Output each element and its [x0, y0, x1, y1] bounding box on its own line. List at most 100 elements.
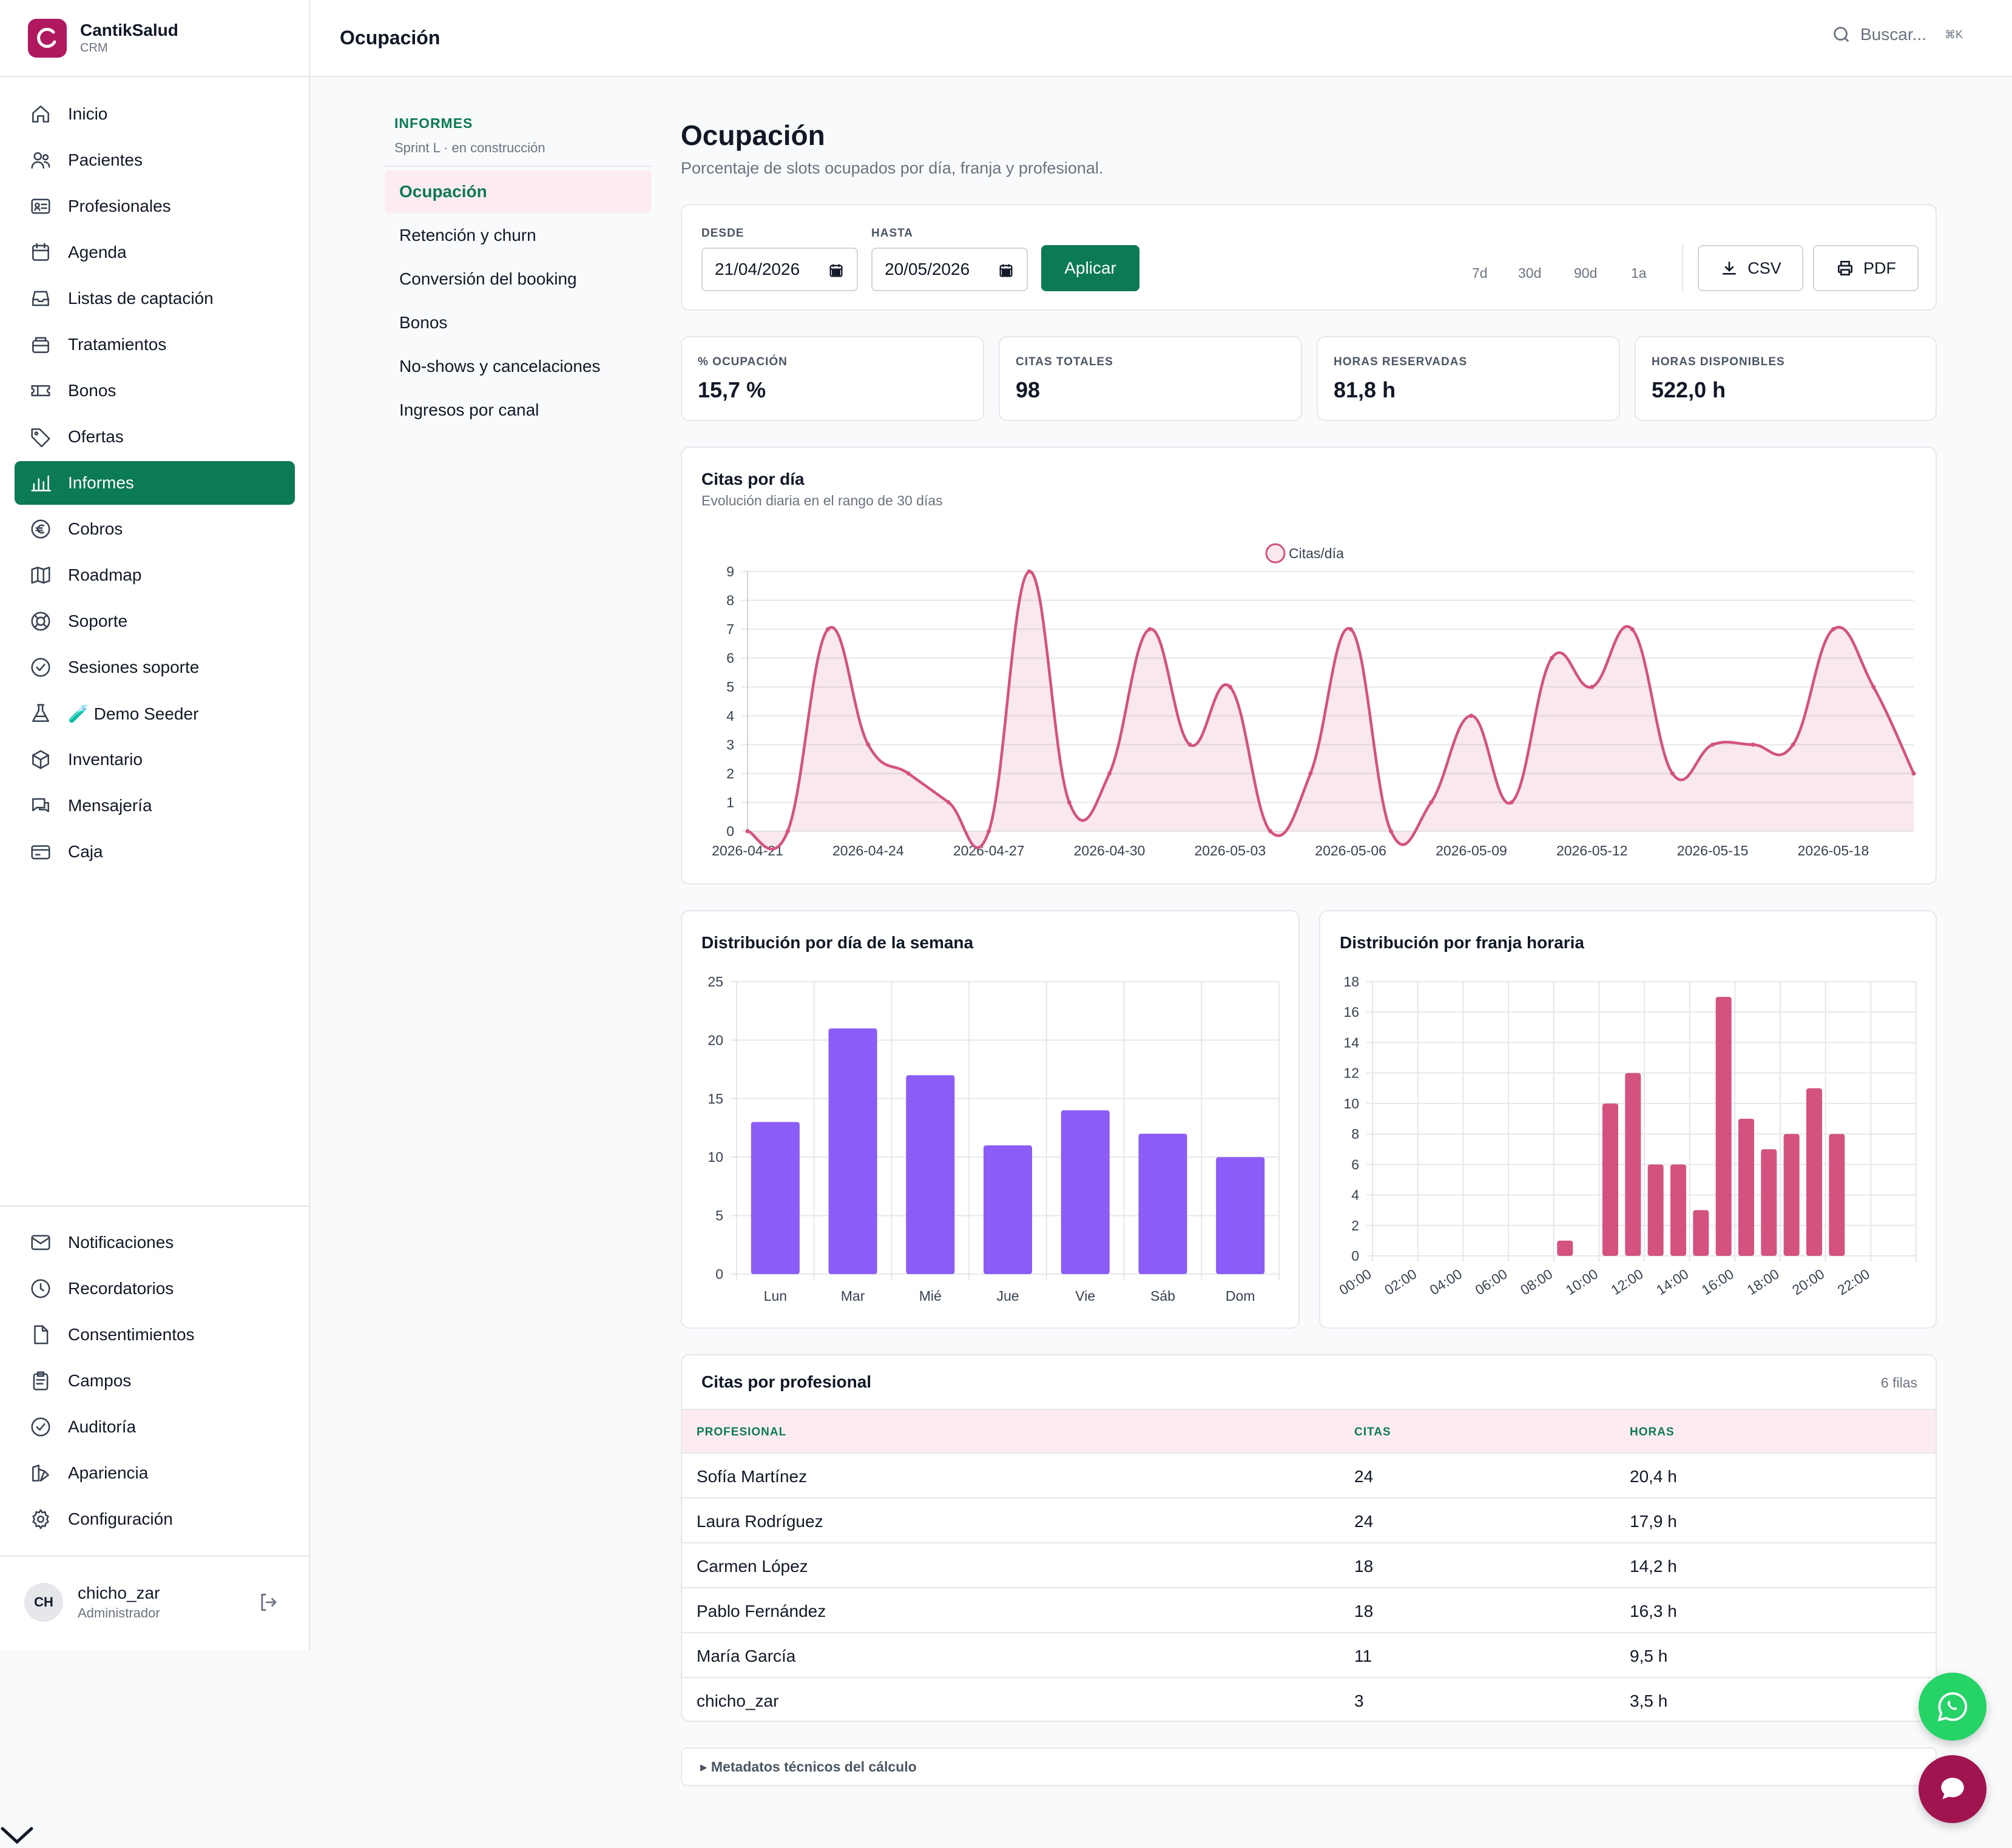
sidebar-item-mensajeria[interactable]: Mensajería — [15, 784, 295, 828]
bar[interactable] — [1602, 1103, 1618, 1256]
table-row[interactable]: chicho_zar 3 3,5 h — [682, 1678, 1936, 1721]
table-row[interactable]: Pablo Fernández 18 16,3 h — [682, 1588, 1936, 1633]
sidebar-item-consentimientos[interactable]: Consentimientos — [15, 1313, 295, 1357]
range-7d-button[interactable]: 7d — [1472, 265, 1488, 281]
bar[interactable] — [906, 1075, 955, 1274]
chevron-down-icon[interactable] — [0, 1825, 34, 1846]
data-point[interactable] — [1027, 569, 1031, 574]
sidebar-item-auditoria[interactable]: Auditoría — [15, 1405, 295, 1449]
data-point[interactable] — [946, 800, 951, 804]
data-point[interactable] — [1348, 627, 1353, 632]
table-row[interactable]: Sofía Martínez 24 20,4 h — [682, 1454, 1936, 1499]
range-90d-button[interactable]: 90d — [1574, 265, 1598, 281]
sidebar-item-campos[interactable]: Campos — [15, 1359, 295, 1403]
data-point[interactable] — [1871, 684, 1876, 689]
data-point[interactable] — [1147, 627, 1152, 632]
range-30d-button[interactable]: 30d — [1518, 265, 1542, 281]
bar[interactable] — [1138, 1133, 1187, 1274]
bar[interactable] — [1670, 1164, 1686, 1256]
sidebar-item-ofertas[interactable]: Ofertas — [15, 415, 295, 459]
sidebar-item-demo-seeder[interactable]: 🧪 Demo Seeder — [15, 692, 295, 735]
sidebar-item-sesiones-soporte[interactable]: Sesiones soporte — [15, 646, 295, 689]
th-hours[interactable]: HORAS — [1630, 1426, 1675, 1438]
subnav-item[interactable]: Ingresos por canal — [399, 400, 539, 419]
data-point[interactable] — [1509, 800, 1514, 804]
data-point[interactable] — [1750, 742, 1755, 747]
bar[interactable] — [1647, 1164, 1664, 1256]
brand[interactable]: CantikSalud CRM — [0, 0, 309, 77]
sidebar-item-roadmap[interactable]: Roadmap — [15, 553, 295, 597]
sidebar-item-bonos[interactable]: Bonos — [15, 369, 295, 413]
to-date-input[interactable]: 20/05/2026 — [871, 248, 1028, 291]
data-point[interactable] — [1791, 742, 1795, 747]
subnav-item[interactable]: Retención y churn — [399, 226, 536, 244]
legend-swatch[interactable] — [1265, 543, 1286, 564]
bar[interactable] — [1061, 1110, 1110, 1274]
sidebar-item-profesionales[interactable]: Profesionales — [15, 184, 295, 228]
bar[interactable] — [1557, 1240, 1573, 1256]
sidebar-item-cobros[interactable]: Cobros — [15, 507, 295, 551]
sidebar-item-recordatorios[interactable]: Recordatorios — [15, 1267, 295, 1310]
data-point[interactable] — [1268, 829, 1273, 834]
apply-button[interactable]: Aplicar — [1041, 245, 1139, 291]
table-row[interactable]: Laura Rodríguez 24 17,9 h — [682, 1499, 1936, 1543]
data-point[interactable] — [1670, 771, 1675, 776]
csv-button[interactable]: CSV — [1698, 245, 1803, 291]
pdf-button[interactable]: PDF — [1813, 245, 1919, 291]
subnav-item[interactable]: No-shows y cancelaciones — [399, 357, 601, 376]
calendar-icon[interactable] — [828, 262, 845, 279]
bar[interactable] — [828, 1028, 877, 1274]
sidebar-item-soporte[interactable]: Soporte — [15, 599, 295, 643]
sidebar-item-informes[interactable]: Informes — [15, 461, 295, 505]
sidebar-item-inventario[interactable]: Inventario — [15, 738, 295, 781]
bar[interactable] — [1806, 1088, 1822, 1256]
data-point[interactable] — [1388, 829, 1393, 834]
bar[interactable] — [1693, 1210, 1709, 1256]
avatar[interactable]: CH — [24, 1583, 63, 1622]
bar[interactable] — [1761, 1149, 1777, 1256]
data-point[interactable] — [1187, 742, 1192, 747]
data-point[interactable] — [1590, 684, 1595, 689]
subnav-item[interactable]: Ocupación — [385, 170, 652, 213]
data-point[interactable] — [1630, 627, 1635, 632]
sidebar-item-listas-de-captacion[interactable]: Listas de captación — [15, 277, 295, 320]
data-point[interactable] — [1107, 771, 1112, 776]
data-point[interactable] — [1469, 713, 1474, 718]
th-professional[interactable]: PROFESIONAL — [697, 1426, 787, 1438]
bar[interactable] — [1216, 1157, 1265, 1274]
bar[interactable] — [1783, 1134, 1800, 1256]
sidebar-item-tratamientos[interactable]: Tratamientos — [15, 323, 295, 366]
data-point[interactable] — [1067, 800, 1072, 804]
sidebar-item-pacientes[interactable]: Pacientes — [15, 138, 295, 182]
logout-icon[interactable] — [257, 1591, 280, 1614]
range-1a-button[interactable]: 1a — [1631, 265, 1647, 281]
data-point[interactable] — [906, 771, 911, 776]
bar[interactable] — [984, 1145, 1032, 1274]
sidebar-item-agenda[interactable]: Agenda — [15, 231, 295, 274]
subnav-item[interactable]: Bonos — [399, 313, 448, 332]
data-point[interactable] — [1429, 800, 1434, 804]
calendar-icon[interactable] — [998, 262, 1014, 279]
table-row[interactable]: Carmen López 18 14,2 h — [682, 1543, 1936, 1588]
search-trigger[interactable]: Buscar... ⌘K — [1831, 24, 1963, 45]
th-appointments[interactable]: CITAS — [1354, 1426, 1391, 1438]
data-point[interactable] — [1710, 742, 1715, 747]
data-point[interactable] — [785, 829, 790, 834]
data-point[interactable] — [745, 829, 750, 834]
table-row[interactable]: María García 11 9,5 h — [682, 1633, 1936, 1678]
data-point[interactable] — [1550, 656, 1555, 661]
data-point[interactable] — [1911, 771, 1916, 776]
chat-widget-button[interactable] — [1919, 1755, 1987, 1823]
data-point[interactable] — [1831, 627, 1835, 632]
data-point[interactable] — [826, 627, 831, 632]
bar[interactable] — [1829, 1134, 1845, 1256]
data-point[interactable] — [987, 829, 991, 834]
bar[interactable] — [1625, 1073, 1641, 1256]
subnav-item[interactable]: Conversión del booking — [399, 269, 577, 288]
data-point[interactable] — [866, 742, 871, 747]
sidebar-item-notificaciones[interactable]: Notificaciones — [15, 1221, 295, 1264]
data-point[interactable] — [1227, 684, 1232, 689]
sidebar-item-configuracion[interactable]: Configuración — [15, 1497, 295, 1541]
bar[interactable] — [1738, 1119, 1754, 1256]
data-point[interactable] — [1308, 771, 1313, 776]
